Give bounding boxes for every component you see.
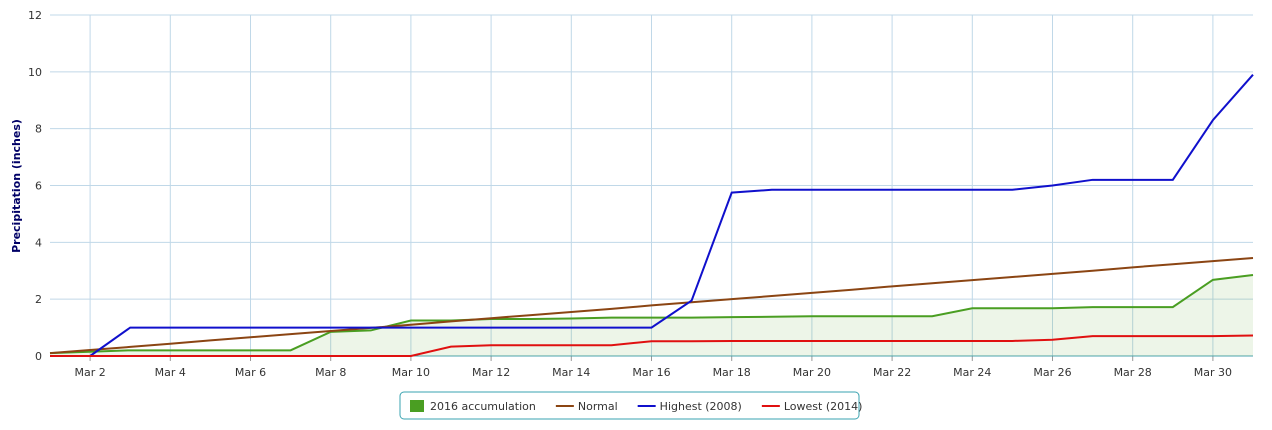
x-tick-label: Mar 24 bbox=[953, 366, 991, 379]
y-axis-title: Precipitation (inches) bbox=[10, 119, 23, 253]
x-tick-label: Mar 26 bbox=[1033, 366, 1071, 379]
x-tick-label: Mar 12 bbox=[472, 366, 510, 379]
y-tick-label: 6 bbox=[35, 180, 42, 193]
y-tick-label: 12 bbox=[28, 9, 42, 22]
x-tick-label: Mar 30 bbox=[1194, 366, 1232, 379]
y-tick-label: 2 bbox=[35, 293, 42, 306]
x-tick-label: Mar 6 bbox=[235, 366, 266, 379]
x-tick-label: Mar 4 bbox=[155, 366, 186, 379]
x-tick-label: Mar 28 bbox=[1114, 366, 1152, 379]
x-tick-label: Mar 22 bbox=[873, 366, 911, 379]
series-line bbox=[49, 256, 1254, 355]
series-line bbox=[50, 334, 1254, 357]
y-tick-label: 10 bbox=[28, 66, 42, 79]
x-tick-label: Mar 14 bbox=[552, 366, 590, 379]
x-tick-label: Mar 20 bbox=[793, 366, 831, 379]
x-tick-label: Mar 2 bbox=[74, 366, 105, 379]
y-tick-label: 4 bbox=[35, 236, 42, 249]
y-tick-label: 8 bbox=[35, 123, 42, 136]
area bbox=[50, 275, 1253, 356]
x-tick-label: Mar 18 bbox=[713, 366, 751, 379]
legend-swatch bbox=[410, 400, 424, 412]
x-tick-label: Mar 10 bbox=[392, 366, 430, 379]
legend-label: Normal bbox=[578, 400, 618, 413]
x-tick-label: Mar 8 bbox=[315, 366, 346, 379]
x-tick-label: Mar 16 bbox=[632, 366, 670, 379]
legend-label: 2016 accumulation bbox=[430, 400, 536, 413]
legend-label: Highest (2008) bbox=[660, 400, 742, 413]
legend-label: Lowest (2014) bbox=[784, 400, 863, 413]
series-line bbox=[89, 74, 1254, 357]
legend-box bbox=[399, 391, 860, 420]
series-line bbox=[49, 274, 1254, 355]
y-tick-label: 0 bbox=[35, 350, 42, 363]
